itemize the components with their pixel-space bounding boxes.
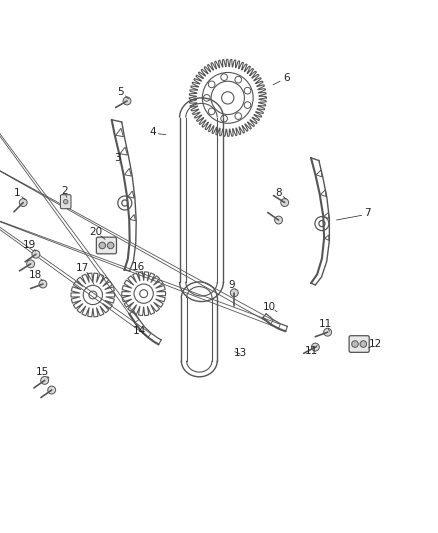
Text: 11: 11 <box>318 319 332 329</box>
Circle shape <box>48 386 56 394</box>
Text: 13: 13 <box>233 348 247 358</box>
Circle shape <box>324 328 332 336</box>
Circle shape <box>27 260 35 268</box>
Circle shape <box>123 97 131 105</box>
Text: 10: 10 <box>263 302 276 312</box>
Text: 18: 18 <box>29 270 42 280</box>
Text: 14: 14 <box>133 326 146 336</box>
Text: 17: 17 <box>76 263 89 273</box>
Circle shape <box>39 280 47 288</box>
Text: 3: 3 <box>114 153 121 163</box>
Text: 20: 20 <box>89 228 102 237</box>
Text: 11: 11 <box>305 345 318 356</box>
Circle shape <box>99 242 106 249</box>
Circle shape <box>32 251 40 258</box>
Circle shape <box>281 199 289 206</box>
FancyBboxPatch shape <box>96 237 117 254</box>
Text: 2: 2 <box>61 186 68 196</box>
Text: 1: 1 <box>13 188 20 198</box>
Text: 8: 8 <box>275 188 282 198</box>
FancyBboxPatch shape <box>60 195 71 209</box>
Text: 16: 16 <box>131 262 145 272</box>
Circle shape <box>275 216 283 224</box>
Text: 4: 4 <box>149 127 156 136</box>
Circle shape <box>352 341 358 348</box>
Text: 19: 19 <box>23 240 36 251</box>
FancyBboxPatch shape <box>349 336 369 352</box>
Circle shape <box>230 289 238 297</box>
Text: 12: 12 <box>369 340 382 350</box>
Circle shape <box>107 242 114 249</box>
Text: 9: 9 <box>228 280 235 290</box>
Text: 5: 5 <box>117 87 124 97</box>
Circle shape <box>19 199 27 206</box>
Circle shape <box>360 341 367 348</box>
Circle shape <box>41 376 49 384</box>
Text: 7: 7 <box>364 208 371 218</box>
Circle shape <box>311 343 319 351</box>
Text: 15: 15 <box>36 367 49 377</box>
Text: 6: 6 <box>283 73 290 83</box>
Circle shape <box>64 199 68 204</box>
